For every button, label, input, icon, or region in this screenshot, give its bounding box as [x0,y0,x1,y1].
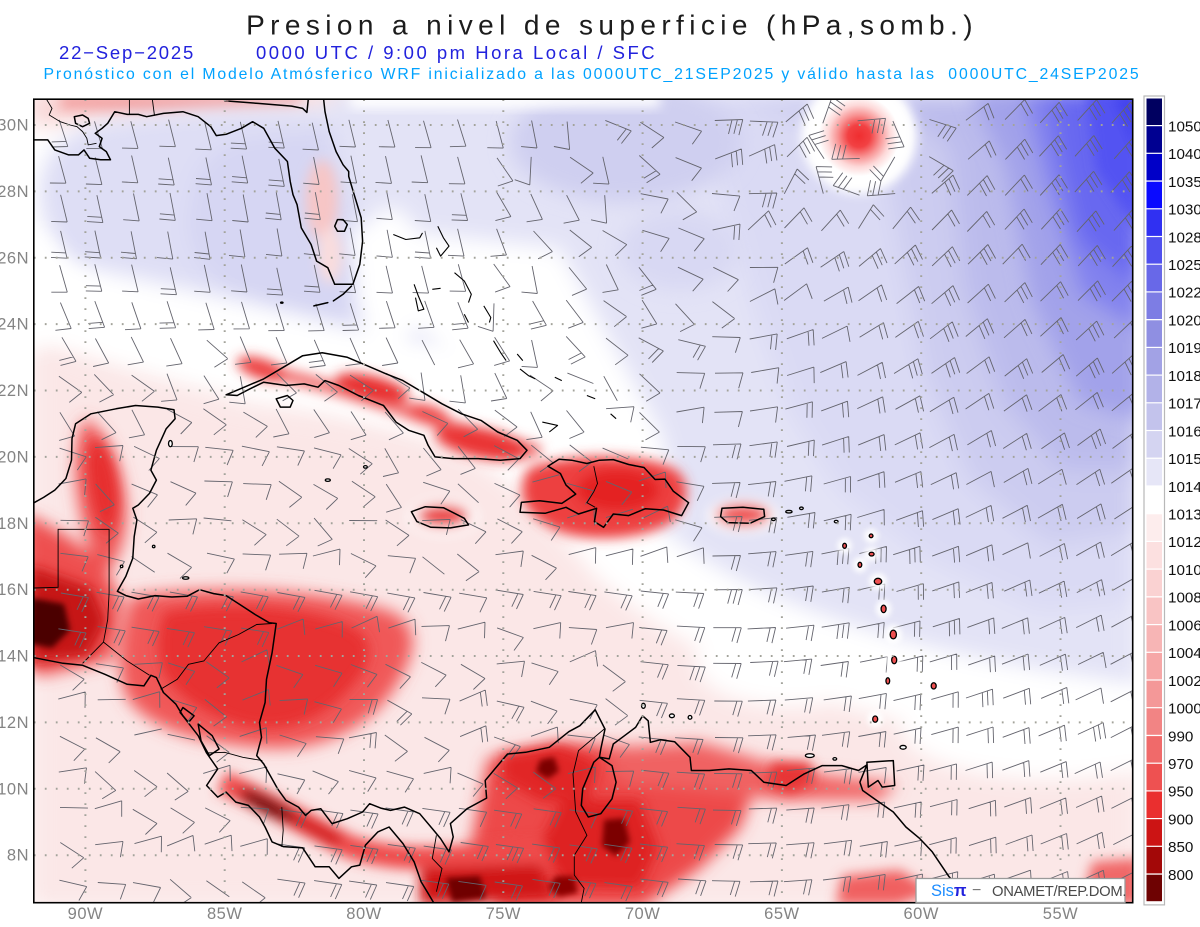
svg-text:22−Sep−2025: 22−Sep−2025 [59,42,195,63]
svg-text:65W: 65W [764,905,799,923]
svg-text:14N: 14N [0,648,29,666]
svg-text:1000: 1000 [1168,701,1200,718]
svg-text:1002: 1002 [1168,673,1200,690]
svg-text:1019: 1019 [1168,340,1200,357]
svg-text:0000 UTC / 9:00 pm Hora Local: 0000 UTC / 9:00 pm Hora Local / SFC [256,42,657,63]
svg-text:22N: 22N [0,382,29,400]
svg-text:60W: 60W [903,905,938,923]
svg-text:8N: 8N [7,847,29,865]
svg-text:24N: 24N [0,316,29,334]
svg-text:850: 850 [1168,839,1193,856]
svg-text:55W: 55W [1043,905,1078,923]
svg-text:20N: 20N [0,448,29,466]
svg-text:1006: 1006 [1168,617,1200,634]
svg-text:26N: 26N [0,249,29,267]
svg-text:950: 950 [1168,784,1193,801]
svg-text:85W: 85W [207,905,242,923]
svg-text:−: − [972,882,981,899]
svg-text:Presion a nivel de superficie: Presion a nivel de superficie (hPa,somb.… [246,10,978,41]
svg-text:1016: 1016 [1168,423,1200,440]
svg-text:1004: 1004 [1168,645,1200,662]
svg-text:990: 990 [1168,728,1193,745]
svg-text:70W: 70W [625,905,660,923]
svg-text:90W: 90W [68,905,103,923]
svg-text:1013: 1013 [1168,507,1200,524]
svg-text:1030: 1030 [1168,202,1200,219]
svg-text:1040: 1040 [1168,146,1200,163]
svg-text:80W: 80W [346,905,381,923]
svg-text:1018: 1018 [1168,368,1200,385]
svg-text:900: 900 [1168,811,1193,828]
svg-text:1022: 1022 [1168,285,1200,302]
svg-text:1010: 1010 [1168,562,1200,579]
svg-text:Sisπ: Sisπ [931,882,967,900]
svg-text:1028: 1028 [1168,229,1200,246]
svg-text:1017: 1017 [1168,396,1200,413]
svg-text:28N: 28N [0,183,29,201]
svg-text:1035: 1035 [1168,174,1200,191]
svg-text:1025: 1025 [1168,257,1200,274]
svg-text:1012: 1012 [1168,534,1200,551]
svg-text:1008: 1008 [1168,590,1200,607]
svg-text:1015: 1015 [1168,451,1200,468]
svg-text:1020: 1020 [1168,313,1200,330]
svg-text:Pronóstico con el Modelo Atmós: Pronóstico con el Modelo Atmósferico WRF… [44,66,1141,83]
svg-text:970: 970 [1168,756,1193,773]
svg-text:18N: 18N [0,515,29,533]
svg-text:75W: 75W [486,905,521,923]
svg-text:800: 800 [1168,867,1193,884]
svg-text:1014: 1014 [1168,479,1200,496]
svg-text:ONAMET/REP.DOM.: ONAMET/REP.DOM. [992,884,1126,900]
svg-text:1050: 1050 [1168,118,1200,135]
svg-text:12N: 12N [0,714,29,732]
svg-text:16N: 16N [0,581,29,599]
svg-text:30N: 30N [0,117,29,135]
svg-text:10N: 10N [0,780,29,798]
